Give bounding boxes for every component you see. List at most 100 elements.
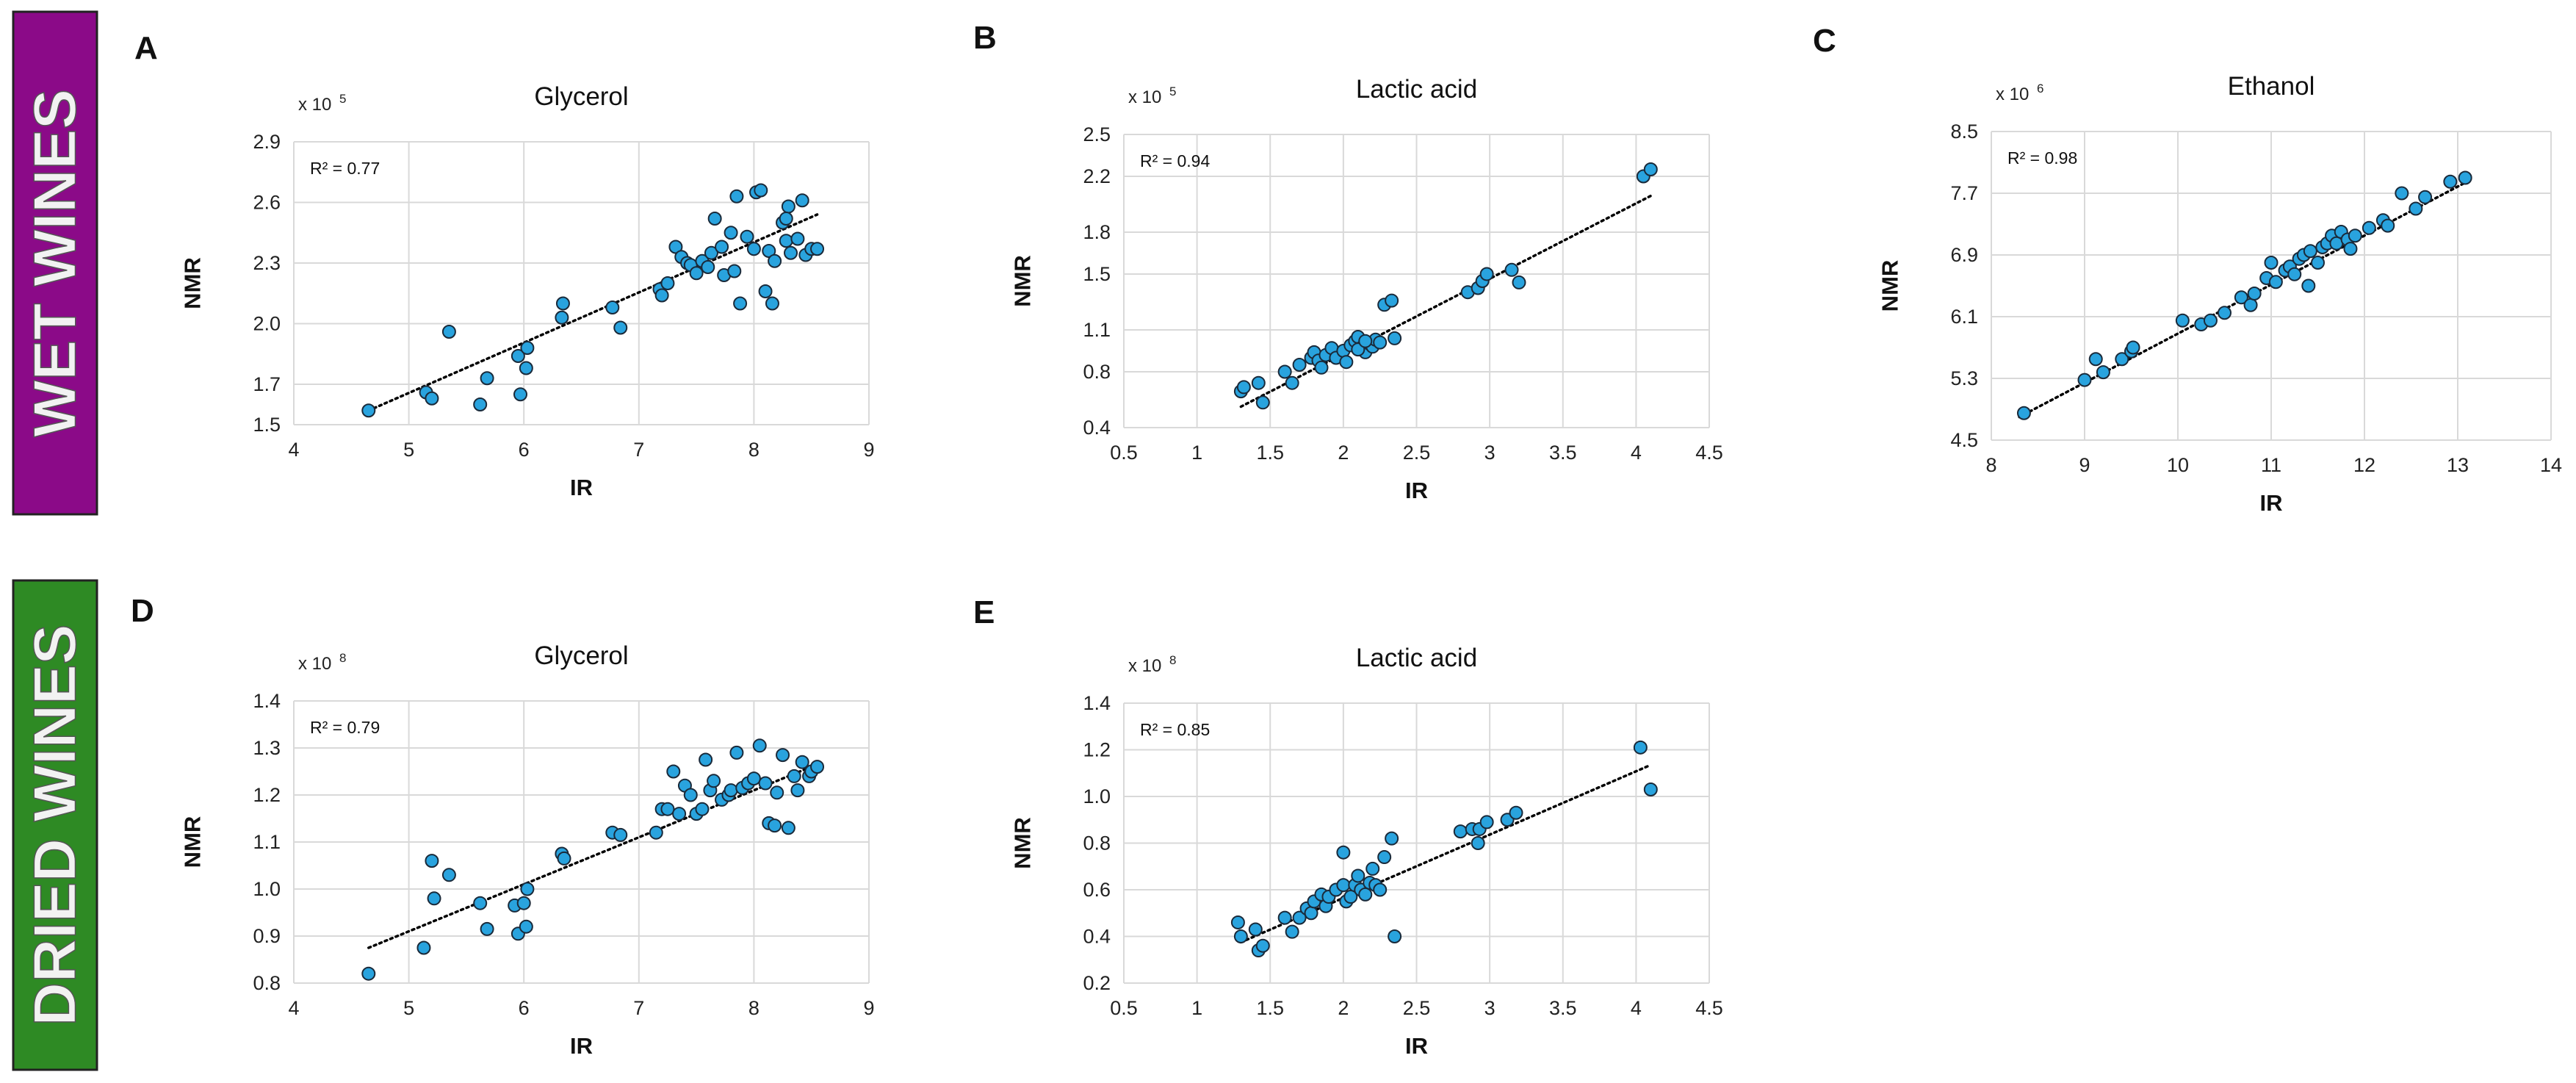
data-point	[707, 212, 722, 226]
data-point	[752, 738, 767, 753]
axis-multiplier: x 10	[298, 654, 331, 674]
data-point	[810, 760, 825, 774]
data-point	[768, 253, 782, 268]
x-tick-label: 3.5	[1549, 442, 1577, 464]
data-point	[1351, 868, 1365, 883]
data-point	[1643, 162, 1658, 176]
data-point	[441, 868, 456, 882]
data-point	[1336, 845, 1351, 860]
y-tick-label: 4.5	[1950, 429, 1978, 451]
data-point	[2287, 267, 2302, 281]
data-point	[361, 403, 376, 418]
panel-letter: E	[973, 594, 995, 630]
x-tick-label: 8	[748, 997, 760, 1019]
data-point	[519, 919, 533, 934]
x-tick-label: 2	[1338, 997, 1349, 1019]
data-point	[727, 264, 742, 278]
data-point	[1292, 358, 1307, 372]
data-point	[416, 940, 431, 955]
data-point	[1236, 380, 1251, 395]
data-point	[1277, 364, 1292, 379]
data-point	[613, 320, 628, 335]
data-point	[2016, 406, 2031, 420]
y-tick-label: 1.7	[253, 373, 281, 395]
data-point	[790, 231, 805, 246]
data-point	[1285, 924, 1299, 939]
axis-multiplier-exponent: 6	[2037, 82, 2043, 96]
r-squared-label: R² = 0.98	[2007, 148, 2077, 168]
data-point	[2203, 313, 2218, 328]
panel-letter: C	[1813, 23, 1836, 59]
y-tick-label: 1.8	[1083, 221, 1111, 243]
data-point	[689, 266, 704, 281]
data-point	[2126, 340, 2140, 355]
data-point	[1358, 887, 1373, 902]
y-tick-label: 2.0	[253, 313, 281, 335]
x-tick-label: 9	[863, 997, 874, 1019]
data-point	[361, 966, 376, 981]
y-tick-label: 0.6	[1083, 879, 1111, 901]
y-tick-label: 5.3	[1950, 367, 1978, 389]
data-point	[2096, 365, 2110, 380]
x-tick-label: 1.5	[1256, 997, 1284, 1019]
y-axis-label: NMR	[1010, 255, 1036, 307]
y-tick-label: 0.4	[1083, 926, 1111, 948]
data-point	[1251, 375, 1266, 390]
axis-multiplier-exponent: 5	[1169, 84, 1176, 98]
chart-title: Glycerol	[534, 641, 628, 670]
data-point	[1512, 275, 1526, 289]
data-point	[2115, 352, 2129, 367]
row-band-dried	[12, 579, 98, 1071]
row-bands: WET WINES DRIED WINES	[12, 10, 98, 1071]
data-point	[1233, 929, 1248, 943]
x-tick-label: 2	[1338, 442, 1349, 464]
data-point	[520, 882, 535, 896]
x-tick-label: 14	[2540, 454, 2562, 476]
data-point	[666, 764, 681, 779]
data-point	[1255, 938, 1270, 953]
chart-panels: A 4 5 6 7 8 9 1.5 1.7 2.0 2.3 2.6 2.9 Glycerol x 10 5 R²…	[131, 20, 2562, 1059]
x-tick-label: 11	[2261, 454, 2281, 476]
data-point	[754, 183, 768, 198]
x-tick-label: 1	[1191, 442, 1202, 464]
panel-letter: B	[973, 20, 997, 56]
data-point	[2348, 229, 2362, 243]
data-point	[2088, 352, 2103, 367]
axis-multiplier-exponent: 5	[339, 92, 346, 106]
x-tick-label: 2.5	[1403, 997, 1431, 1019]
scatter-panel-e: E 0.5 1 1.5 2 2.5 3 3.5 4 4.5 0.2 0.4 0.6 0.8 1.0 1.2 1.…	[973, 594, 1723, 1059]
y-tick-label: 2.6	[253, 192, 281, 214]
r-squared-label: R² = 0.94	[1140, 151, 1210, 170]
r-squared-label: R² = 0.85	[1140, 720, 1210, 739]
data-point	[695, 802, 710, 816]
scatter-panel-c: C 8 9 10 11 12 13 14 4.5 5.3 6.1 6.9 7.7 8.5 Ethanol x …	[1813, 23, 2562, 516]
data-point	[427, 891, 441, 906]
y-tick-label: 6.9	[1950, 244, 1978, 266]
data-point	[740, 229, 754, 244]
data-point	[683, 788, 698, 802]
data-point	[768, 818, 782, 833]
data-point	[810, 242, 825, 256]
data-point	[2234, 290, 2248, 305]
data-point	[1365, 861, 1380, 876]
data-point	[605, 301, 620, 314]
data-point	[787, 769, 801, 783]
data-point	[555, 296, 570, 311]
data-point	[779, 234, 793, 248]
data-point	[1453, 824, 1468, 839]
x-tick-label: 3	[1484, 997, 1496, 1019]
x-tick-label: 3.5	[1549, 997, 1577, 1019]
x-tick-label: 9	[863, 439, 874, 461]
data-point	[513, 387, 528, 402]
row-band-wet	[12, 10, 98, 516]
data-point	[733, 296, 748, 311]
data-point	[480, 371, 494, 386]
data-point	[2443, 174, 2458, 189]
x-axis-label: IR	[1405, 1033, 1428, 1059]
y-tick-label: 1.2	[253, 784, 281, 806]
chart-title: Lactic acid	[1356, 75, 1477, 104]
data-point	[520, 341, 535, 355]
data-point	[704, 245, 718, 260]
data-point	[1377, 850, 1392, 865]
data-point	[654, 288, 669, 303]
